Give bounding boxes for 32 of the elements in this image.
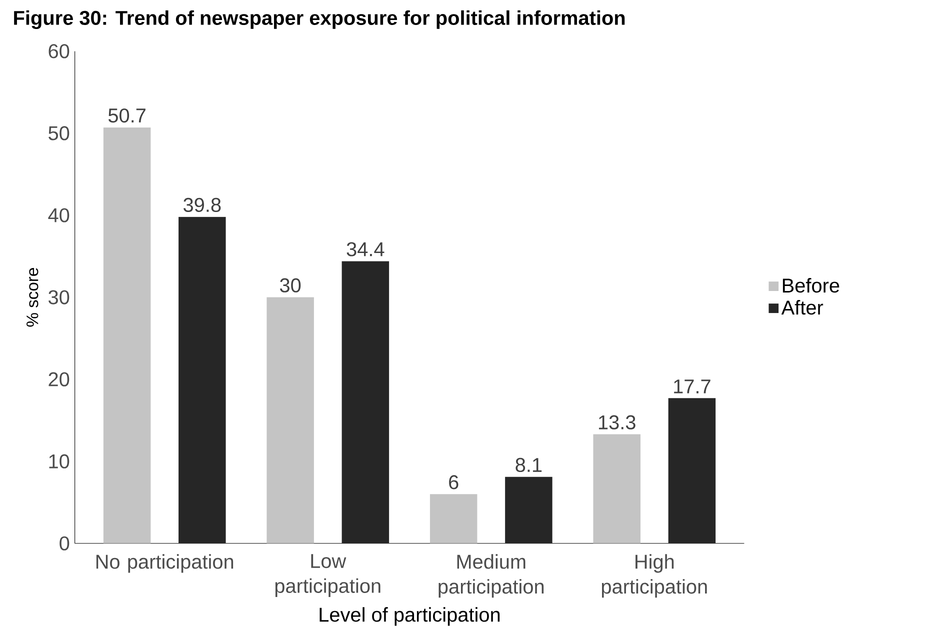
data-label: 17.7: [674, 380, 710, 394]
y-tick-label: 30: [48, 290, 70, 304]
x-tick-label: High participation: [602, 554, 707, 598]
data-label: 34.4: [346, 242, 384, 256]
x-tick-label: Medium participation: [438, 554, 544, 598]
data-label: 39.8: [184, 198, 221, 212]
y-tick-label: 40: [48, 208, 70, 222]
bar: [266, 297, 314, 544]
y-axis-title: % score: [26, 268, 38, 327]
legend-label: After: [781, 300, 824, 315]
data-label: 30: [280, 278, 301, 292]
y-tick-label: 60: [48, 44, 70, 58]
data-label: 6: [449, 475, 458, 490]
x-tick-label: No participation: [96, 554, 234, 573]
legend-label: Before: [782, 278, 840, 293]
bar: [178, 216, 226, 544]
data-label: 8.1: [516, 458, 542, 472]
bar: [505, 476, 552, 544]
y-tick-label: 20: [48, 372, 70, 386]
chart-title: Figure 30: Trend of newspaper exposure for political information: [14, 10, 625, 30]
bar: [430, 494, 478, 544]
x-tick-label: Low participation: [275, 554, 380, 597]
x-axis-title: Level of participation: [320, 607, 500, 626]
y-tick-label: 10: [49, 454, 70, 468]
bar: [668, 398, 716, 544]
bar: [103, 128, 151, 544]
bar: [342, 261, 390, 544]
data-label: 50.7: [108, 108, 146, 123]
bar: [593, 434, 640, 544]
data-label: 13.3: [598, 415, 636, 430]
y-tick-label: 50: [48, 126, 70, 140]
y-tick-label: 0: [60, 536, 70, 550]
